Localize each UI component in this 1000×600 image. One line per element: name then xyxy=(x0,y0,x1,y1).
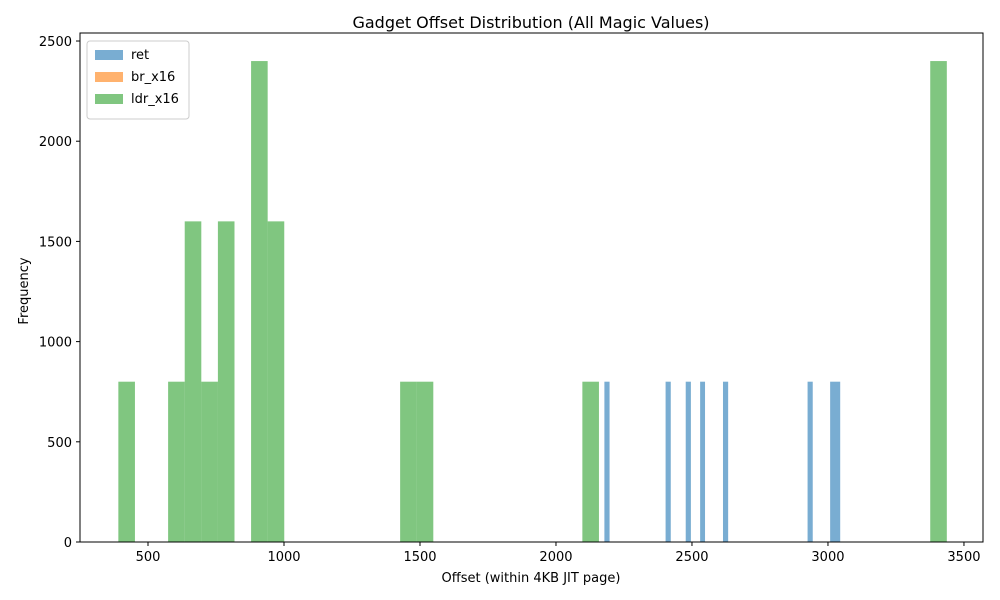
x-tick-label: 1000 xyxy=(267,550,300,565)
legend-label-ret: ret xyxy=(131,48,149,63)
bar-ldr_x16 xyxy=(416,381,434,542)
bar-ret xyxy=(685,381,691,542)
bar-ret xyxy=(807,381,813,542)
bar-ldr_x16 xyxy=(184,221,202,542)
y-axis-label: Frequency xyxy=(17,257,32,324)
bar-ret xyxy=(830,381,841,542)
bar-ldr_x16 xyxy=(217,221,235,542)
x-tick-label: 2500 xyxy=(675,550,708,565)
legend-label-br_x16: br_x16 xyxy=(131,70,175,85)
x-axis: 500 1000 1500 2000 2500 3000 3500 xyxy=(136,542,981,565)
legend-swatch-ret xyxy=(95,50,123,60)
bar-ldr_x16 xyxy=(168,381,185,542)
y-tick-label: 0 xyxy=(64,536,72,551)
x-tick-label: 500 xyxy=(136,550,161,565)
chart-title: Gadget Offset Distribution (All Magic Va… xyxy=(352,13,709,32)
legend-swatch-ldr_x16 xyxy=(95,94,123,104)
x-tick-label: 2000 xyxy=(539,550,572,565)
y-axis: 0 500 1000 1500 2000 2500 xyxy=(39,35,80,551)
y-tick-label: 2000 xyxy=(39,135,72,150)
bar-ldr_x16 xyxy=(400,381,417,542)
bar-ldr_x16 xyxy=(201,381,218,542)
y-tick-label: 1000 xyxy=(39,336,72,351)
y-tick-label: 2500 xyxy=(39,35,72,50)
bar-ret xyxy=(700,381,706,542)
bar-ret xyxy=(665,381,671,542)
x-tick-label: 3000 xyxy=(811,550,844,565)
legend-swatch-br_x16 xyxy=(95,72,123,82)
x-axis-label: Offset (within 4KB JIT page) xyxy=(442,571,621,586)
y-tick-label: 500 xyxy=(47,436,72,451)
bar-ldr_x16 xyxy=(582,381,599,542)
x-tick-label: 1500 xyxy=(403,550,436,565)
y-tick-label: 1500 xyxy=(39,235,72,250)
bar-ldr_x16 xyxy=(118,381,135,542)
bars-layer xyxy=(118,61,947,543)
bar-ldr_x16 xyxy=(267,221,285,542)
bar-ldr_x16 xyxy=(251,61,268,543)
x-tick-label: 3500 xyxy=(947,550,980,565)
bar-ret xyxy=(722,381,729,542)
legend-label-ldr_x16: ldr_x16 xyxy=(131,92,179,107)
bar-ret xyxy=(604,381,610,542)
legend: ret br_x16 ldr_x16 xyxy=(86,40,190,120)
bar-ldr_x16 xyxy=(930,61,947,543)
plot-frame xyxy=(79,32,984,543)
